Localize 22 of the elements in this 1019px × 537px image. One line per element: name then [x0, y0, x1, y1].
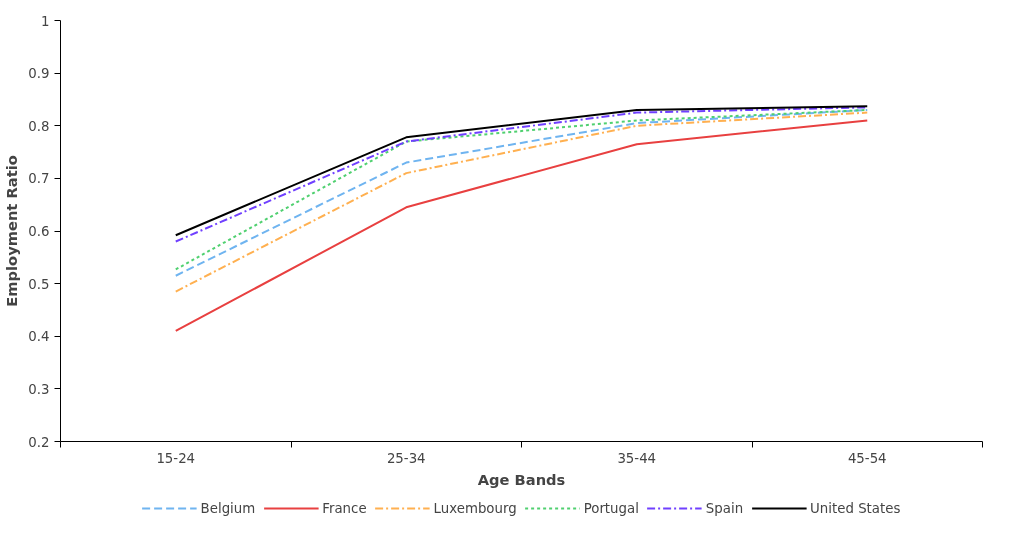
x-tick-label: 15-24 [156, 450, 196, 466]
y-tick-label: 0.5 [28, 276, 50, 292]
legend-label: Belgium [200, 500, 256, 516]
y-tick-label: 0.2 [28, 434, 50, 450]
x-tick-label: 25-34 [386, 450, 426, 466]
legend-label: France [322, 500, 367, 516]
x-tick-label: 35-44 [617, 450, 657, 466]
x-axis-title: Age Bands [477, 470, 566, 488]
y-axis-title: Employment Ratio [3, 155, 21, 307]
legend-label: Luxembourg [433, 500, 517, 516]
y-tick-label: 0.8 [28, 118, 50, 134]
y-tick-label: 1 [41, 13, 50, 29]
legend-label: Portugal [583, 500, 639, 516]
y-tick-label: 0.7 [28, 171, 50, 187]
legend-label: United States [810, 500, 901, 516]
y-tick-label: 0.4 [28, 329, 50, 345]
y-tick-label: 0.9 [28, 66, 50, 82]
legend-label: Spain [705, 500, 744, 516]
y-tick-label: 0.3 [28, 381, 50, 397]
line-series [174, 119, 869, 332]
x-tick-label: 45-54 [847, 450, 887, 466]
y-tick-label: 0.6 [28, 224, 50, 239]
